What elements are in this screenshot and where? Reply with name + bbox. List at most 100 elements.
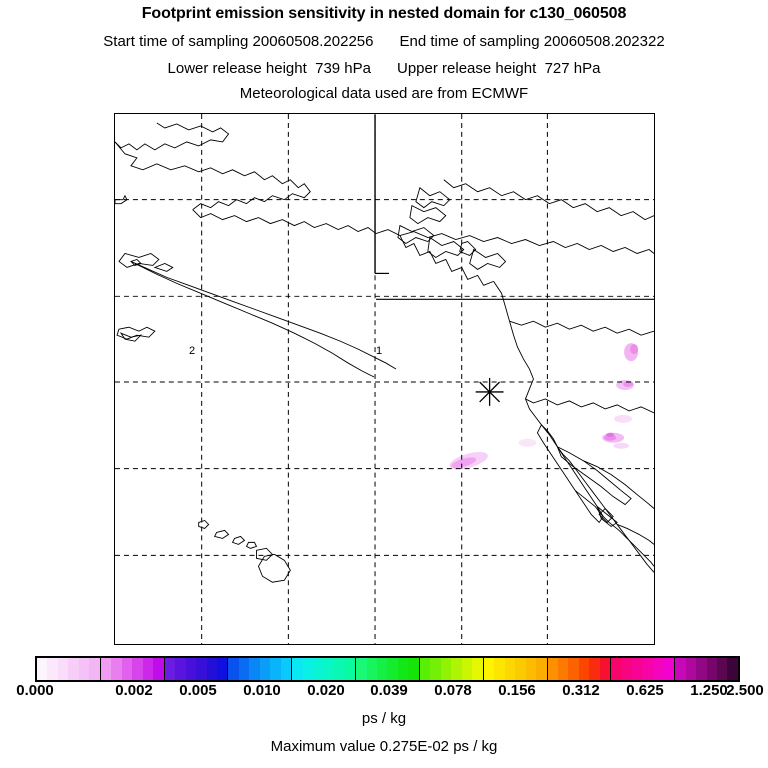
release-height-row: Lower release height 739 hPa Upper releas…: [0, 60, 768, 77]
colorbar-tick-11: 2.500: [726, 682, 764, 699]
colorbar-segment-5-1: [366, 658, 377, 680]
end-time-label: End time of sampling 20060508.202322: [399, 33, 665, 50]
west-coast-layer: [375, 179, 654, 573]
grid-label-2: 2: [189, 345, 196, 357]
start-time-label: Start time of sampling 20060508.202256: [103, 33, 374, 50]
colorbar-tick-2: 0.005: [179, 682, 217, 699]
colorbar-segment-10-3: [706, 658, 717, 680]
coastline-layer: [115, 122, 397, 378]
colorbar-segment-10-4: [717, 658, 728, 680]
colorbar-segment-4-3: [323, 658, 335, 680]
colorbar-segment-6-1: [430, 658, 441, 680]
colorbar-segment-0-5: [89, 658, 100, 680]
colorbar-segment-0-4: [78, 658, 90, 680]
colorbar-band-3: [228, 658, 293, 680]
colorbar-tick-0: 0.000: [16, 682, 54, 699]
colorbar-segment-2-0: [164, 658, 176, 680]
colorbar-segment-10-5: [727, 658, 738, 680]
colorbar-segment-2-2: [185, 658, 197, 680]
colorbar-segment-3-2: [249, 658, 260, 680]
colorbar-segment-10-1: [685, 658, 697, 680]
colorbar-tick-10: 1.250: [690, 682, 728, 699]
colorbar-segment-9-4: [653, 658, 664, 680]
colorbar-segment-8-3: [578, 658, 590, 680]
colorbar-segment-0-2: [57, 658, 69, 680]
colorbar-segment-8-0: [547, 658, 558, 680]
colorbar-tick-5: 0.039: [370, 682, 408, 699]
met-data-label: Meteorological data used are from ECMWF: [239, 85, 529, 102]
release-site-marker: [475, 378, 504, 406]
colorbar-tick-9: 0.625: [626, 682, 664, 699]
colorbar-segment-8-1: [557, 658, 569, 680]
colorbar-band-6: [419, 658, 484, 680]
colorbar-segment-3-0: [228, 658, 239, 680]
colorbar-segment-5-4: [397, 658, 409, 680]
colorbar-segment-7-2: [504, 658, 516, 680]
colorbar-segment-2-3: [196, 658, 207, 680]
colorbar-segment-6-4: [461, 658, 473, 680]
colorbar-segment-4-2: [313, 658, 324, 680]
colorbar-segment-0-3: [68, 658, 79, 680]
colorbar-segment-9-5: [663, 658, 675, 680]
colorbar-segment-8-4: [589, 658, 600, 680]
colorbar-segment-9-2: [632, 658, 643, 680]
map-canvas: [115, 114, 654, 644]
colorbar-band-5: [356, 658, 420, 680]
colorbar-segment-8-5: [599, 658, 611, 680]
colorbar-unit-label: ps / kg: [361, 710, 407, 727]
colorbar-segment-10-0: [675, 658, 686, 680]
colorbar-segment-3-3: [259, 658, 271, 680]
colorbar-segment-2-4: [206, 658, 217, 680]
colorbar-band-1: [100, 658, 165, 680]
colorbar-segment-9-0: [611, 658, 622, 680]
colorbar-band-2: [164, 658, 229, 680]
colorbar-segment-5-5: [408, 658, 419, 680]
colorbar-segment-1-5: [153, 658, 164, 680]
colorbar-segment-4-4: [334, 658, 345, 680]
hawaii-islands-layer: [198, 519, 291, 583]
colorbar-segment-4-5: [344, 658, 356, 680]
sampling-time-row: Start time of sampling 20060508.202256 En…: [0, 33, 768, 50]
colorbar-tick-8: 0.312: [562, 682, 600, 699]
colorbar-tick-7: 0.156: [498, 682, 536, 699]
colorbar-segment-3-5: [280, 658, 292, 680]
colorbar-band-8: [547, 658, 612, 680]
colorbar-band-7: [483, 658, 548, 680]
colorbar-tick-3: 0.010: [243, 682, 281, 699]
colorbar-segment-5-0: [356, 658, 367, 680]
colorbar-segment-4-1: [302, 658, 314, 680]
colorbar-segment-6-0: [419, 658, 431, 680]
colorbar-segment-7-1: [494, 658, 505, 680]
map-plot-area: 2 1: [114, 113, 655, 645]
colorbar-tick-4: 0.020: [307, 682, 345, 699]
colorbar-band-10: [675, 658, 738, 680]
colorbar-tick-labels: 0.000 0.002 0.005 0.010 0.020 0.039 0.078 0.156…: [0, 682, 768, 702]
colorbar-segment-1-2: [121, 658, 133, 680]
upper-release-height-label: Upper release height 727 hPa: [397, 60, 601, 77]
colorbar-segment-5-3: [387, 658, 398, 680]
political-border-layer: [374, 114, 389, 274]
graticule-layer: [115, 114, 654, 644]
maximum-value-label: Maximum value 0.275E-02 ps / kg: [270, 738, 498, 755]
colorbar-segment-7-0: [483, 658, 495, 680]
colorbar-segment-9-3: [642, 658, 654, 680]
colorbar-segment-5-2: [377, 658, 388, 680]
colorbar-segment-0-1: [47, 658, 58, 680]
colorbar-band-9: [611, 658, 676, 680]
colorbar-segment-6-3: [451, 658, 462, 680]
colorbar-segment-1-4: [142, 658, 154, 680]
colorbar-tick-1: 0.002: [115, 682, 153, 699]
colorbar-segment-3-1: [238, 658, 250, 680]
colorbar-segment-1-3: [132, 658, 143, 680]
colorbar-segment-10-2: [696, 658, 707, 680]
colorbar-band-4: [292, 658, 357, 680]
colorbar: [35, 656, 740, 682]
colorbar-band-0: [37, 658, 101, 680]
colorbar-segment-2-1: [175, 658, 186, 680]
colorbar-segment-0-0: [37, 658, 48, 680]
colorbar-segment-7-3: [515, 658, 526, 680]
lower-release-height-label: Lower release height 739 hPa: [167, 60, 371, 77]
grid-label-1: 1: [376, 345, 383, 357]
colorbar-segment-4-0: [292, 658, 303, 680]
